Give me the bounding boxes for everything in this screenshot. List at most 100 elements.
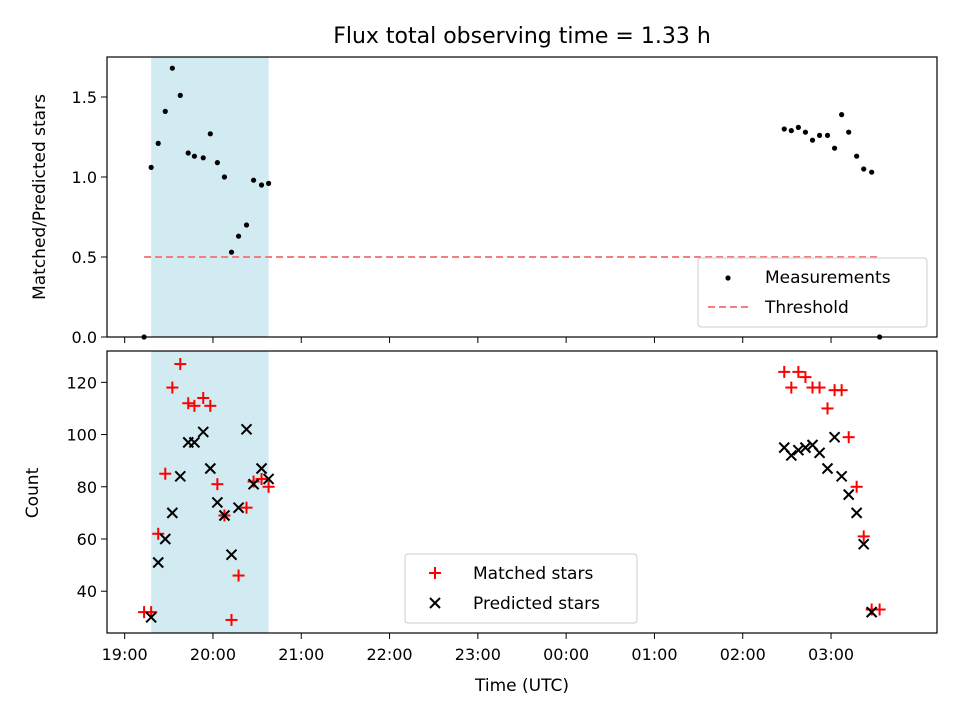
- y-tick-label: 0.0: [72, 328, 97, 347]
- y-tick-label: 60: [77, 530, 97, 549]
- y-tick-label: 0.5: [72, 248, 97, 267]
- matched-star-point: [188, 399, 201, 412]
- measurement-point: [162, 108, 168, 114]
- predicted-star-point: [225, 548, 238, 561]
- legend-predicted-label: Predicted stars: [473, 594, 600, 614]
- shaded-interval: [151, 57, 269, 337]
- chart-title: Flux total observing time = 1.33 h: [333, 24, 711, 49]
- predicted-star-point: [262, 473, 275, 485]
- measurement-point: [228, 249, 235, 255]
- measurement-point: [185, 150, 191, 156]
- measurement-point: [258, 182, 265, 188]
- predicted-star-point: [247, 478, 260, 490]
- measurement-point: [200, 155, 206, 161]
- matched-star-point: [850, 480, 863, 493]
- legend-x-marker: [429, 597, 441, 609]
- y-tick-label: 100: [66, 426, 97, 445]
- matched-star-point: [159, 467, 172, 480]
- predicted-star-point: [850, 507, 863, 519]
- predicted-star-point: [166, 507, 179, 519]
- bottom-legend-box: [404, 553, 638, 624]
- top-axes-frame: [106, 56, 938, 338]
- measurement-point: [861, 166, 867, 172]
- legend-threshold-label: Threshold: [764, 298, 849, 318]
- matched-star-point: [821, 402, 834, 415]
- y-tick-label: 120: [66, 373, 97, 392]
- y-tick-label: 1.5: [72, 88, 97, 107]
- bottom-axes-frame: [106, 350, 938, 634]
- x-tick-label: 00:00: [543, 645, 589, 664]
- measurement-point: [809, 137, 816, 143]
- x-tick-label: 23:00: [455, 645, 501, 664]
- x-tick-label: 19:00: [102, 645, 148, 664]
- top-legend-box: [697, 257, 928, 328]
- predicted-star-point: [828, 431, 841, 443]
- predicted-star-point: [240, 423, 253, 436]
- count-panel: 40 60 80 100 120 19:00 20:00 21:00 22:00 23:00 00…: [23, 350, 938, 696]
- bottom-y-axis-label: Count: [23, 467, 43, 518]
- predicted-star-point: [255, 462, 268, 475]
- y-tick-label: 80: [77, 478, 97, 497]
- measurement-point: [155, 140, 161, 146]
- shaded-interval: [151, 351, 269, 633]
- count-points: [138, 358, 886, 626]
- predicted-star-point: [858, 538, 870, 550]
- predicted-star-point: [865, 606, 878, 618]
- measurement-point: [221, 174, 228, 180]
- matched-star-point: [182, 397, 195, 410]
- predicted-star-point: [218, 509, 231, 522]
- matched-star-point: [166, 381, 179, 394]
- measurement-point: [177, 92, 183, 98]
- top-y-ticks: 0.0 0.5 1.0 1.5: [72, 88, 107, 347]
- shaded-band-rect: [151, 351, 269, 633]
- matched-star-point: [240, 501, 253, 514]
- x-tick-label: 20:00: [190, 645, 236, 664]
- predicted-star-point: [145, 611, 157, 624]
- matched-star-point: [857, 530, 870, 543]
- measurement-point: [824, 132, 831, 138]
- predicted-star-point: [785, 449, 798, 462]
- matched-star-point: [225, 613, 238, 626]
- matched-star-point: [232, 569, 245, 582]
- legend-measurements-label: Measurements: [765, 268, 891, 288]
- x-tick-label: 01:00: [631, 645, 677, 664]
- matched-star-point: [211, 478, 224, 491]
- predicted-star-point: [204, 462, 217, 475]
- predicted-star-point: [799, 441, 812, 454]
- measurement-points: [141, 65, 883, 340]
- x-tick-label: 22:00: [366, 645, 412, 664]
- measurement-point: [214, 160, 220, 166]
- measurement-point: [795, 124, 801, 130]
- matched-star-point: [152, 527, 165, 540]
- measurement-point: [816, 132, 823, 138]
- matched-star-point: [792, 365, 805, 378]
- x-tick-label: 03:00: [808, 645, 854, 664]
- ratio-panel: 0.0 0.5 1.0 1.5 Flux total observing time =…: [30, 24, 938, 347]
- measurement-point: [207, 131, 213, 137]
- predicted-star-point: [159, 533, 171, 545]
- measurement-point: [869, 169, 875, 175]
- bottom-x-ticks: 19:00 20:00 21:00 22:00 23:00 00:00 01:00 02:00…: [102, 633, 854, 664]
- predicted-star-point: [821, 462, 834, 475]
- matched-star-point: [197, 392, 210, 404]
- measurement-point: [148, 164, 154, 170]
- predicted-star-point: [842, 488, 855, 501]
- predicted-star-point: [792, 444, 805, 456]
- matched-star-point: [813, 381, 826, 394]
- bottom-y-ticks: 40 60 80 100 120: [66, 373, 107, 601]
- matched-star-point: [799, 371, 812, 384]
- predicted-star-point: [152, 556, 164, 569]
- matched-star-point: [778, 365, 791, 378]
- matched-star-point: [842, 431, 855, 444]
- measurement-point: [788, 128, 794, 134]
- predicted-star-point: [232, 501, 245, 514]
- measurement-point: [831, 145, 838, 151]
- measurement-point: [846, 129, 852, 135]
- measurement-point: [169, 65, 175, 71]
- predicted-star-point: [197, 426, 209, 438]
- shaded-band-rect: [151, 57, 269, 337]
- predicted-star-point: [174, 470, 186, 483]
- y-tick-label: 40: [77, 582, 97, 601]
- top-x-ticks: [124, 337, 832, 343]
